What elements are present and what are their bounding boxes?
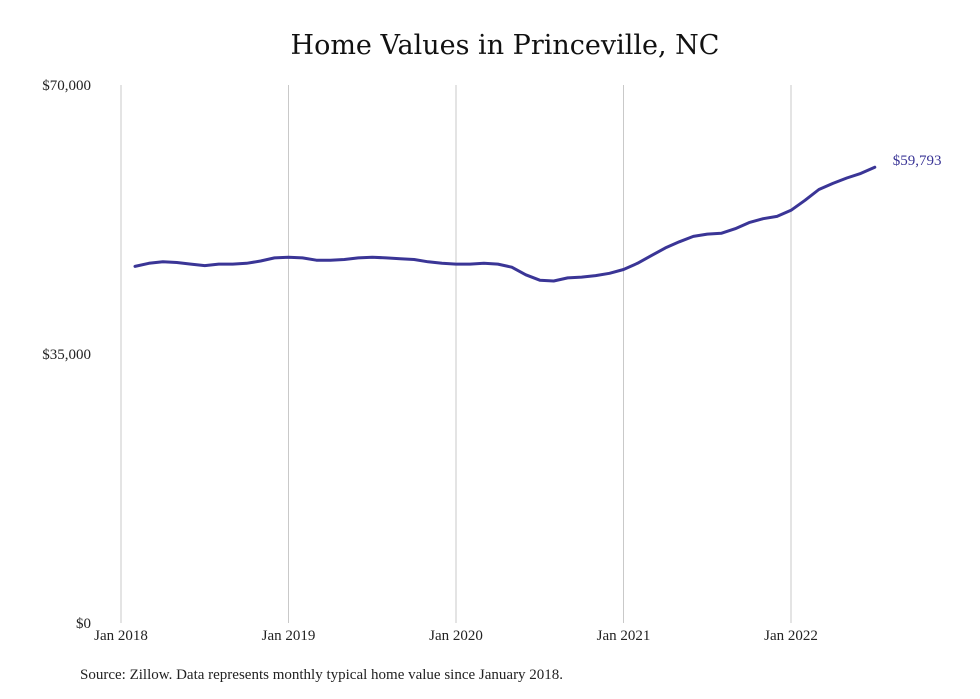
y-tick-label: $0: [76, 616, 91, 632]
x-tick-label: Jan 2019: [262, 628, 316, 644]
end-value-label: $59,793: [893, 153, 942, 169]
x-tick-label: Jan 2022: [764, 628, 818, 644]
series-line: [133, 165, 877, 283]
chart-title: Home Values in Princeville, NC: [290, 30, 720, 61]
source-note: Source: Zillow. Data represents monthly …: [80, 667, 564, 683]
y-tick-label: $70,000: [42, 78, 91, 94]
x-tick-label: Jan 2021: [597, 628, 651, 644]
x-tick-label: Jan 2018: [94, 628, 148, 644]
x-tick-label: Jan 2020: [429, 628, 483, 644]
y-tick-label: $35,000: [42, 347, 91, 363]
